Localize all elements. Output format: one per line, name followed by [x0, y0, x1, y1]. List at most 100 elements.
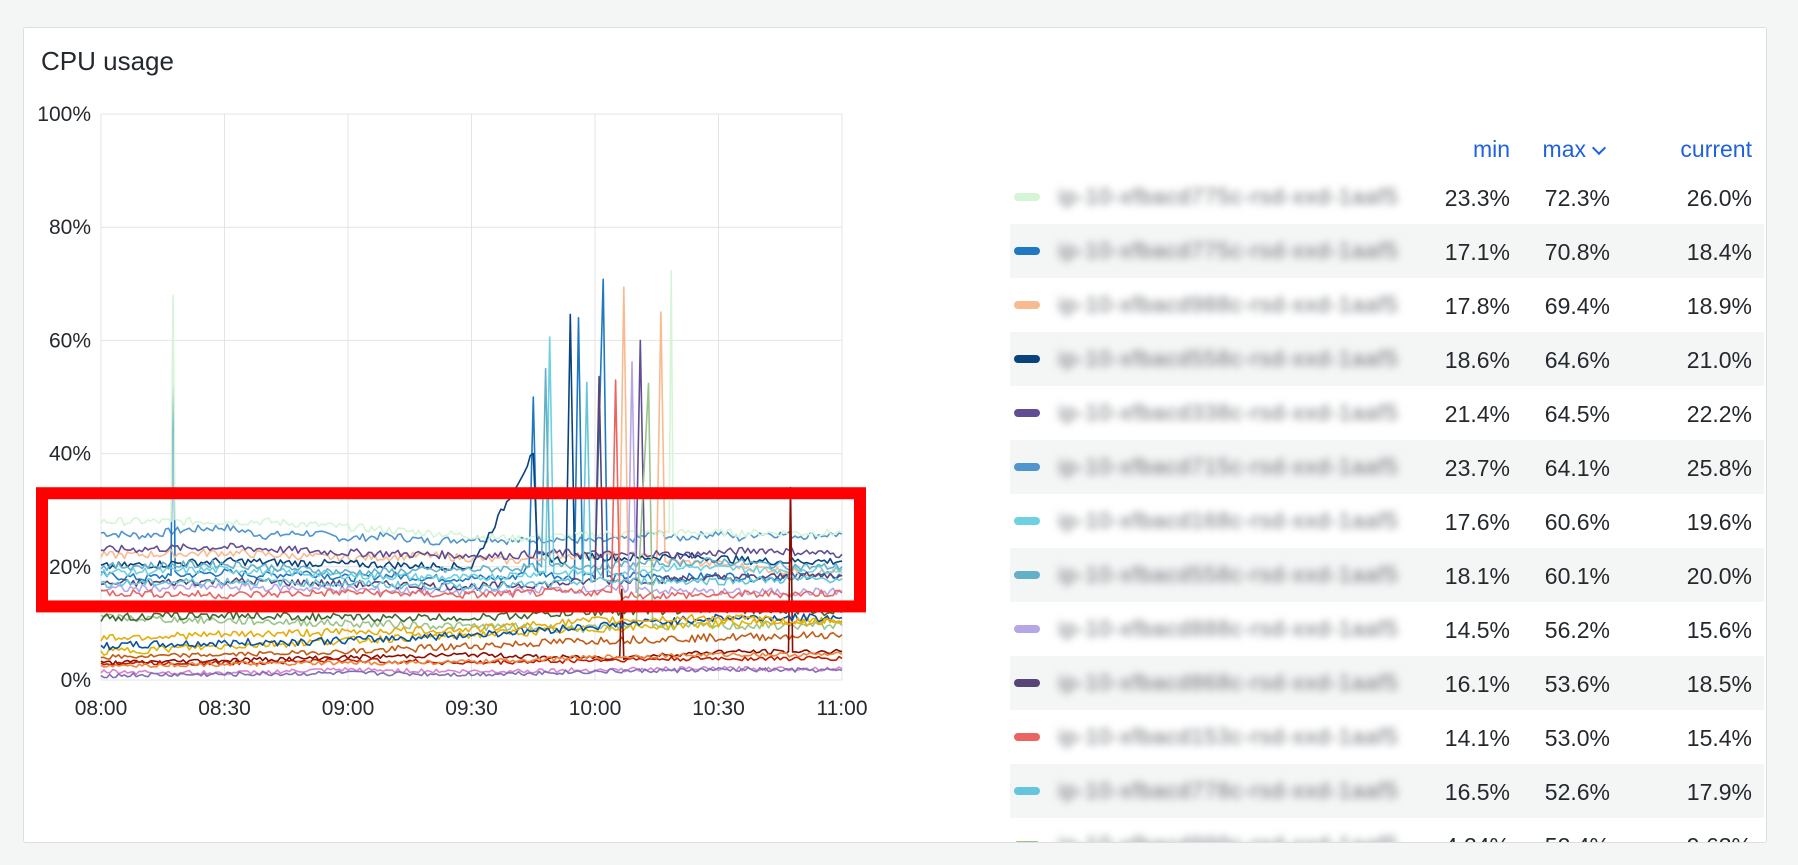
legend-row[interactable]: ip-10-xfbacd153c-rsd-xxd-1aaf5ab 14.1% 53.… — [1010, 710, 1764, 764]
series-color-swatch — [1014, 517, 1040, 525]
sort-min-header[interactable]: min — [1472, 136, 1510, 162]
x-tick-label: 09:30 — [445, 697, 498, 720]
series-color-swatch — [1014, 193, 1040, 201]
sort-max-label: max — [1542, 136, 1586, 162]
series-line — [100, 381, 843, 591]
series-line — [100, 612, 843, 651]
series-line — [100, 486, 843, 666]
legend-row[interactable]: ip-10-xfbacd988c-rsd-xxd-1aaf5ab 17.8% 69.… — [1010, 278, 1764, 332]
chevron-down-icon — [1591, 140, 1607, 156]
series-current: 20.0% — [1686, 563, 1752, 589]
x-tick-label: 08:30 — [198, 697, 251, 720]
series-max: 60.6% — [1544, 509, 1610, 535]
series-color-swatch — [1014, 787, 1040, 795]
series-line — [100, 651, 843, 669]
series-line — [100, 523, 843, 546]
legend-row[interactable]: ip-10-xfbacd775c-rsd-xxd-1aaf5ab 17.1% 70.… — [1010, 224, 1764, 278]
series-max: 69.4% — [1544, 293, 1610, 319]
series-current: 26.0% — [1686, 185, 1752, 211]
series-name: ip-10-xfbacd999c-rsd-xxd-1aaf5ab — [1058, 832, 1398, 842]
series-name: ip-10-xfbacd888c-rsd-xxd-1aaf5ab — [1058, 616, 1398, 641]
legend-header: min max current — [1010, 124, 1764, 170]
series-current: 18.5% — [1686, 671, 1752, 697]
series-name: ip-10-xfbacd778c-rsd-xxd-1aaf5ab — [1058, 778, 1398, 803]
series-min: 14.5% — [1444, 617, 1510, 643]
series-current: 19.6% — [1686, 509, 1752, 535]
x-tick-label: 11:00 — [817, 697, 868, 720]
series-min: 14.1% — [1444, 725, 1510, 751]
series-name: ip-10-xfbacd988c-rsd-xxd-1aaf5ab — [1058, 292, 1398, 317]
series-line — [100, 631, 843, 660]
series-name: ip-10-xfbacd558c-rsd-xxd-1aaf5ab — [1058, 346, 1398, 371]
series-current: 25.8% — [1686, 455, 1752, 481]
series-min: 21.4% — [1444, 401, 1510, 427]
series-max: 52.6% — [1544, 779, 1610, 805]
y-tick-label: 60% — [49, 329, 91, 352]
series-color-swatch — [1014, 301, 1040, 309]
series-current: 9.63% — [1630, 833, 1752, 842]
series-color-swatch — [1014, 841, 1040, 842]
series-min: 17.1% — [1444, 239, 1510, 265]
series-line — [100, 278, 843, 583]
series-name: ip-10-xfbacd168c-rsd-xxd-1aaf5ab — [1058, 508, 1398, 533]
y-tick-label: 40% — [49, 443, 91, 466]
highlight-box — [36, 487, 866, 613]
legend-rows: ip-10-xfbacd775c-rsd-xxd-1aaf5ab 23.3% 72.… — [1010, 170, 1764, 842]
series-min: 16.1% — [1444, 671, 1510, 697]
series-color-swatch — [1014, 625, 1040, 633]
series-max: 52.4% — [1510, 833, 1610, 842]
series-line — [100, 379, 843, 600]
x-tick-label: 09:00 — [322, 697, 375, 720]
series-name: ip-10-xfbacd775c-rsd-xxd-1aaf5ab — [1058, 238, 1398, 263]
series-line — [100, 286, 843, 577]
series-line — [100, 613, 843, 642]
panel-title: CPU usage — [41, 46, 174, 76]
legend-row[interactable]: ip-10-xfbacd558c-rsd-xxd-1aaf5ab 18.1% 60.… — [1010, 548, 1764, 602]
series-max: 53.0% — [1544, 725, 1610, 751]
series-line — [100, 616, 843, 656]
series-current: 15.6% — [1686, 617, 1752, 643]
series-min: 17.6% — [1444, 509, 1510, 535]
legend-row[interactable]: ip-10-xfbacd168c-rsd-xxd-1aaf5ab 17.6% 60.… — [1010, 494, 1764, 548]
y-tick-label: 80% — [49, 216, 91, 239]
y-tick-label: 100% — [37, 103, 91, 126]
legend-row[interactable]: ip-10-xfbacd775c-rsd-xxd-1aaf5ab 23.3% 72.… — [1010, 170, 1764, 224]
legend-fade — [1010, 842, 1764, 843]
series-max: 64.1% — [1544, 455, 1610, 481]
series-max: 53.6% — [1544, 671, 1610, 697]
cpu-usage-panel: CPU usage 0% 20% 40% 60% 80% 100% 08:00 08:30 09… — [23, 27, 1767, 843]
series-line — [100, 336, 843, 582]
x-tick-label: 08:00 — [75, 697, 128, 720]
legend-row[interactable]: ip-10-xfbacd999c-rsd-xxd-1aaf5ab 4.24%52.… — [1010, 818, 1764, 842]
series-line — [100, 655, 843, 666]
series-current: 15.4% — [1686, 725, 1752, 751]
legend-row[interactable]: ip-10-xfbacd888c-rsd-xxd-1aaf5ab 14.5% 56.… — [1010, 602, 1764, 656]
chart-grid — [100, 113, 843, 681]
legend-row[interactable]: ip-10-xfbacd715c-rsd-xxd-1aaf5ab 23.7% 64.… — [1010, 440, 1764, 494]
legend-row[interactable]: ip-10-xfbacd338c-rsd-xxd-1aaf5ab 21.4% 64.… — [1010, 386, 1764, 440]
series-name: ip-10-xfbacd338c-rsd-xxd-1aaf5ab — [1058, 400, 1398, 425]
x-tick-label: 10:00 — [569, 697, 622, 720]
y-tick-label: 0% — [61, 669, 91, 692]
series-max: 70.8% — [1544, 239, 1610, 265]
series-max: 64.5% — [1544, 401, 1610, 427]
sort-current-header[interactable]: current — [1680, 136, 1752, 162]
series-line — [100, 367, 843, 577]
cpu-usage-chart: 0% 20% 40% 60% 80% 100% 08:00 08:30 09:00 09:30 10… — [36, 103, 868, 720]
series-max: 64.6% — [1544, 347, 1610, 373]
legend-row[interactable]: ip-10-xfbacd558c-rsd-xxd-1aaf5ab 18.6% 64.… — [1010, 332, 1764, 386]
series-min: 17.8% — [1444, 293, 1510, 319]
series-current: 17.9% — [1686, 779, 1752, 805]
series-color-swatch — [1014, 571, 1040, 579]
chart-legend: min max current ip-10-xfbacd775c-rsd-xxd… — [1010, 124, 1764, 843]
series-current: 21.0% — [1686, 347, 1752, 373]
series-min: 23.3% — [1444, 185, 1510, 211]
chart-series — [100, 270, 843, 679]
series-min: 16.5% — [1444, 779, 1510, 805]
series-color-swatch — [1014, 679, 1040, 687]
series-min: 23.7% — [1444, 455, 1510, 481]
series-max: 56.2% — [1544, 617, 1610, 643]
legend-row[interactable]: ip-10-xfbacd868c-rsd-xxd-1aaf5ab 16.1% 53.… — [1010, 656, 1764, 710]
sort-max-header[interactable]: max — [1524, 136, 1607, 163]
legend-row[interactable]: ip-10-xfbacd778c-rsd-xxd-1aaf5ab 16.5% 52.… — [1010, 764, 1764, 818]
